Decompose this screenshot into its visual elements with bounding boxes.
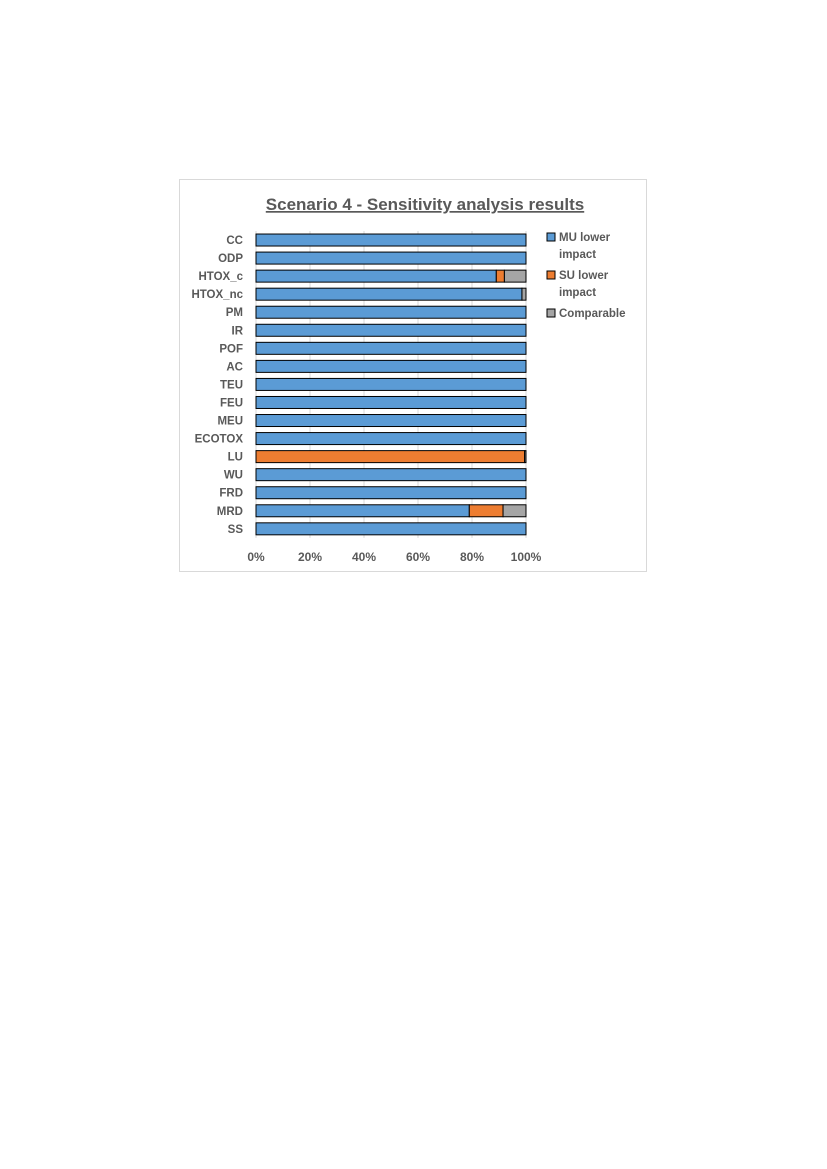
bar-ecotox-series-0 [255,432,527,446]
bar-ir-series-0 [255,323,527,337]
legend-label: MU lower impact [559,232,611,261]
category-label: HTOX_nc [191,289,243,301]
bar-htox-c-series-2 [503,269,527,283]
category-label: HTOX_c [198,271,243,283]
category-label: ECOTOX [195,434,244,446]
legend-label: Comparable [559,308,625,320]
legend: MU lower impact SU lower impact Comparable [546,232,625,320]
chart-area: Scenario 4 - Sensitivity analysis result… [179,179,647,572]
category-label: TEU [220,379,243,391]
x-tick-label: 60% [406,550,430,564]
legend-label: SU lower impact [559,270,609,299]
category-label: IR [232,325,244,337]
bars [255,233,527,536]
legend-item-0: MU lower impact [546,232,611,261]
bar-teu-series-0 [255,377,527,391]
bar-mrd-series-1 [468,504,504,518]
bar-pof-series-0 [255,341,527,355]
bar-frd-series-0 [255,486,527,500]
bar-pm-series-0 [255,305,527,319]
x-tick-label: 0% [247,550,265,564]
bar-feu-series-0 [255,395,527,409]
bar-ac-series-0 [255,359,527,373]
bar-htox-nc-series-2 [521,287,527,301]
legend-item-1: SU lower impact [546,270,609,299]
bar-mrd-series-2 [502,504,527,518]
x-axis-ticks: 0% 20% 40% 60% 80% 100% [247,550,541,564]
bar-lu-series-2 [524,450,527,464]
chart-title: Scenario 4 - Sensitivity analysis result… [266,195,584,214]
category-label: POF [219,343,243,355]
legend-swatch [546,308,556,318]
category-labels: CC ODP HTOX_c HTOX_nc PM IR POF AC TEU FEU MEU ECOT… [191,235,243,536]
category-label: MRD [217,506,243,518]
bar-lu-series-1 [255,450,526,464]
x-tick-label: 40% [352,550,376,564]
category-label: WU [224,470,243,482]
category-label: ODP [218,253,243,265]
category-label: FRD [219,488,243,500]
bar-ss-series-0 [255,522,527,536]
x-tick-label: 20% [298,550,322,564]
category-label: CC [226,235,243,247]
category-label: FEU [220,397,243,409]
legend-swatch [546,270,556,280]
bar-mrd-series-0 [255,504,470,518]
bar-htox-c-series-1 [495,269,505,283]
category-label: LU [228,452,243,464]
stacked-bar-chart: Scenario 4 - Sensitivity analysis result… [191,195,625,564]
category-label: PM [226,307,243,319]
bar-cc-series-0 [255,233,527,247]
bar-htox-c-series-0 [255,269,497,283]
bar-odp-series-0 [255,251,527,265]
bar-wu-series-0 [255,468,527,482]
legend-item-2: Comparable [546,308,625,320]
bar-meu-series-0 [255,414,527,428]
x-tick-label: 100% [511,550,542,564]
bar-htox-nc-series-0 [255,287,523,301]
legend-swatch [546,232,556,242]
category-label: MEU [217,416,243,428]
category-label: SS [228,524,244,536]
x-tick-label: 80% [460,550,484,564]
category-label: AC [226,361,243,373]
